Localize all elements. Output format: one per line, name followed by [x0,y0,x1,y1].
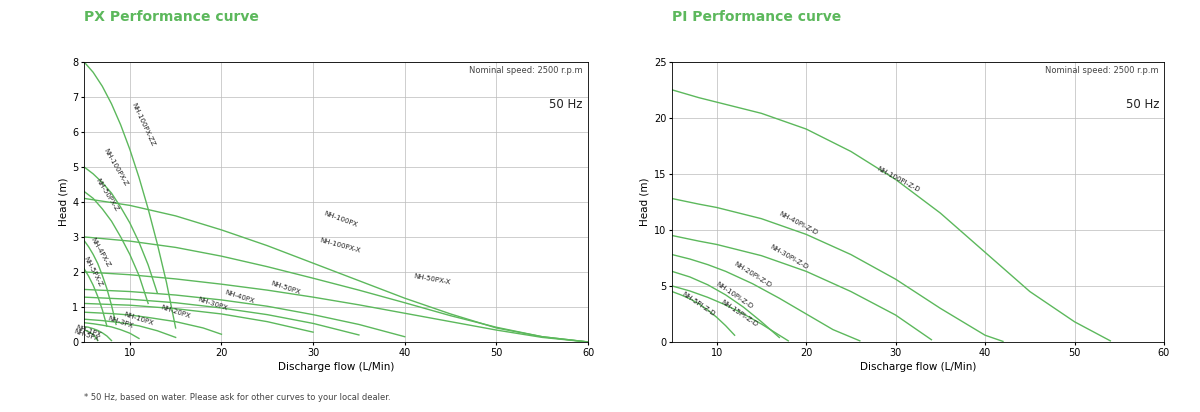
Text: NH-1PX: NH-1PX [76,324,102,338]
Text: NH-5PI-Z-D: NH-5PI-Z-D [682,291,716,318]
Text: NH-50PX: NH-50PX [270,280,301,295]
Text: NH-10PI-Z-D: NH-10PI-Z-D [715,281,754,310]
Text: NH-50PX-Z: NH-50PX-Z [95,177,120,213]
Text: PX Performance curve: PX Performance curve [84,10,259,24]
Text: NH-5PX-Z: NH-5PX-Z [83,256,103,288]
Text: 50 Hz: 50 Hz [1126,98,1159,111]
Y-axis label: Head (m): Head (m) [640,178,649,226]
Text: NH-100PX-Z: NH-100PX-Z [103,147,130,187]
Text: NH-100PX-X: NH-100PX-X [319,237,361,254]
X-axis label: Discharge flow (L/Min): Discharge flow (L/Min) [278,362,394,372]
Y-axis label: Head (m): Head (m) [58,178,68,226]
Text: NH-50PX-X: NH-50PX-X [413,273,451,285]
Text: NH-40PX: NH-40PX [224,289,256,304]
Text: NH-100PX: NH-100PX [323,211,359,228]
Text: NH-100PI-Z-D: NH-100PI-Z-D [876,166,922,193]
Text: 50 Hz: 50 Hz [550,98,583,111]
Text: NH-5PX: NH-5PX [73,328,100,342]
Text: Nominal speed: 2500 r.p.m: Nominal speed: 2500 r.p.m [1045,66,1159,75]
Text: * 50 Hz, based on water. Please ask for other curves to your local dealer.: * 50 Hz, based on water. Please ask for … [84,393,391,402]
Text: NH-30PI-Z-D: NH-30PI-Z-D [769,244,809,271]
Text: PI Performance curve: PI Performance curve [672,10,841,24]
Text: NH-15PI-Z-D: NH-15PI-Z-D [720,299,758,328]
Text: NH-40PI-Z-D: NH-40PI-Z-D [778,211,818,236]
Text: NH-20PI-Z-D: NH-20PI-Z-D [733,261,773,289]
Text: NH-3PX: NH-3PX [107,316,134,329]
Text: NH-100PX-ZZ: NH-100PX-ZZ [131,102,156,147]
X-axis label: Discharge flow (L/Min): Discharge flow (L/Min) [860,362,976,372]
Text: NH-20PX: NH-20PX [160,304,191,319]
Text: NH-4PX-Z: NH-4PX-Z [90,237,112,269]
Text: NH-30PX: NH-30PX [197,296,228,311]
Text: NH-10PX: NH-10PX [124,311,155,327]
Text: Nominal speed: 2500 r.p.m: Nominal speed: 2500 r.p.m [469,66,583,75]
